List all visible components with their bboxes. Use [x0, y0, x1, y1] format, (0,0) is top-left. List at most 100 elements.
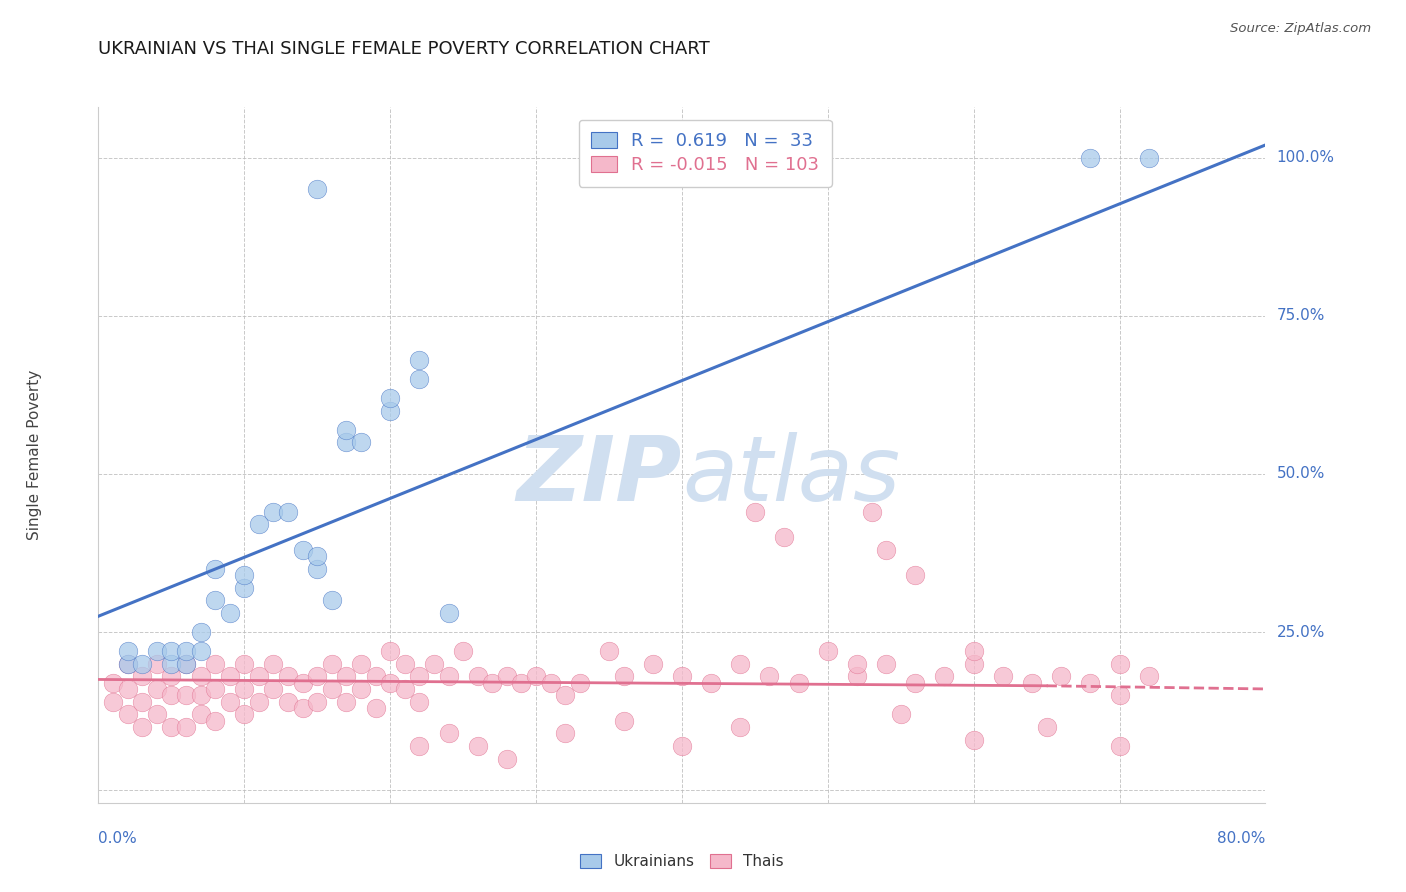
Point [495, 669, 517, 683]
Point [174, 657, 197, 671]
Point [728, 720, 751, 734]
Point [174, 644, 197, 658]
Text: 80.0%: 80.0% [1218, 831, 1265, 847]
Point [787, 675, 810, 690]
Point [160, 669, 183, 683]
Point [1108, 688, 1130, 702]
Point [875, 542, 897, 557]
Point [378, 675, 402, 690]
Text: 100.0%: 100.0% [1277, 150, 1334, 165]
Point [291, 675, 314, 690]
Point [554, 726, 576, 740]
Point [394, 681, 416, 696]
Point [131, 695, 153, 709]
Point [481, 675, 503, 690]
Point [335, 435, 357, 450]
Point [277, 695, 299, 709]
Point [160, 644, 183, 658]
Point [190, 688, 212, 702]
Point [817, 644, 839, 658]
Point [700, 675, 723, 690]
Point [408, 739, 430, 753]
Point [364, 701, 387, 715]
Point [247, 669, 270, 683]
Point [174, 720, 197, 734]
Point [1021, 675, 1043, 690]
Point [247, 517, 270, 532]
Point [991, 669, 1014, 683]
Point [568, 675, 591, 690]
Point [860, 505, 883, 519]
Point [307, 695, 329, 709]
Point [1080, 675, 1102, 690]
Point [233, 568, 256, 582]
Legend: Ukrainians, Thais: Ukrainians, Thais [574, 848, 790, 875]
Point [307, 669, 329, 683]
Point [262, 505, 284, 519]
Point [277, 505, 299, 519]
Point [364, 669, 387, 683]
Point [174, 688, 197, 702]
Point [1050, 669, 1073, 683]
Point [204, 681, 226, 696]
Text: Source: ZipAtlas.com: Source: ZipAtlas.com [1230, 22, 1371, 36]
Point [641, 657, 664, 671]
Point [510, 675, 533, 690]
Point [291, 542, 314, 557]
Point [146, 657, 169, 671]
Point [321, 593, 343, 607]
Point [247, 695, 270, 709]
Point [773, 530, 796, 544]
Point [467, 739, 489, 753]
Point [845, 657, 868, 671]
Point [277, 669, 299, 683]
Point [307, 182, 329, 196]
Point [495, 751, 517, 765]
Point [146, 707, 169, 722]
Point [934, 669, 956, 683]
Point [218, 695, 240, 709]
Text: 50.0%: 50.0% [1277, 467, 1324, 482]
Point [291, 701, 314, 715]
Point [1108, 657, 1130, 671]
Point [117, 657, 139, 671]
Point [321, 681, 343, 696]
Point [451, 644, 474, 658]
Point [904, 675, 927, 690]
Point [146, 644, 169, 658]
Point [204, 562, 226, 576]
Point [467, 669, 489, 683]
Point [204, 593, 226, 607]
Point [190, 669, 212, 683]
Point [321, 657, 343, 671]
Point [378, 403, 402, 417]
Point [131, 720, 153, 734]
Point [160, 720, 183, 734]
Point [671, 669, 693, 683]
Point [233, 657, 256, 671]
Point [378, 644, 402, 658]
Point [1080, 151, 1102, 165]
Point [1137, 151, 1160, 165]
Point [117, 644, 139, 658]
Point [218, 669, 240, 683]
Point [598, 644, 620, 658]
Point [612, 714, 634, 728]
Text: 75.0%: 75.0% [1277, 309, 1324, 323]
Text: Single Female Poverty: Single Female Poverty [27, 370, 42, 540]
Point [233, 707, 256, 722]
Point [190, 644, 212, 658]
Point [131, 657, 153, 671]
Text: atlas: atlas [682, 432, 900, 520]
Point [204, 714, 226, 728]
Point [408, 695, 430, 709]
Point [554, 688, 576, 702]
Point [307, 562, 329, 576]
Text: 25.0%: 25.0% [1277, 624, 1324, 640]
Point [218, 606, 240, 620]
Point [146, 681, 169, 696]
Point [190, 707, 212, 722]
Point [190, 625, 212, 640]
Point [117, 681, 139, 696]
Point [307, 549, 329, 563]
